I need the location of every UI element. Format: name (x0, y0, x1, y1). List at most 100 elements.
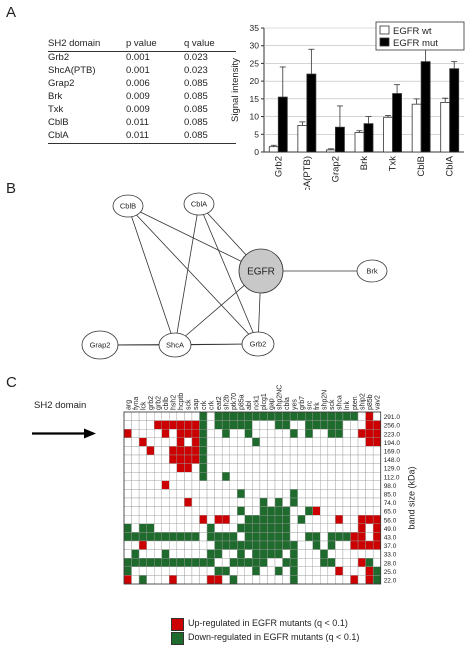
heatmap-cell (244, 446, 253, 456)
heatmap-cell (184, 506, 193, 516)
row-label: 85.0 (384, 492, 397, 499)
heatmap-cell (153, 429, 162, 439)
heatmap-cell (289, 549, 298, 559)
heatmap-cell (372, 420, 381, 430)
table-cell: Brk (48, 91, 63, 102)
heatmap-cell (267, 454, 276, 464)
heatmap-cell (259, 566, 268, 576)
heatmap-cell (169, 506, 178, 516)
column-label: sh2b (223, 395, 230, 410)
heatmap-cell (244, 489, 253, 499)
heatmap-cell (176, 523, 185, 533)
heatmap-cell (229, 575, 238, 585)
heatmap-cell (350, 446, 359, 456)
column-label: ptk70 (231, 393, 238, 410)
heatmap-cell (221, 471, 230, 481)
column-label: pten (352, 396, 359, 410)
legend-swatch-down (171, 632, 184, 645)
heatmap-cell (221, 420, 230, 430)
network-node-grap2 (81, 330, 119, 360)
column-label: lnk (344, 401, 351, 410)
heatmap-cell (350, 540, 359, 550)
table-cell: CblA (48, 130, 126, 144)
heatmap-cell (312, 437, 321, 447)
heatmap-cell (259, 420, 268, 430)
heatmap-cell (259, 437, 268, 447)
heatmap-cell (312, 463, 321, 473)
heatmap-cell (342, 575, 351, 585)
heatmap-cell (342, 437, 351, 447)
heatmap-cell (123, 540, 132, 550)
heatmap-cell (305, 429, 313, 439)
heatmap-cell (335, 471, 344, 481)
heatmap-cell (289, 454, 298, 464)
heatmap-cell (199, 454, 208, 464)
heatmap-cell (320, 532, 329, 542)
bar-mut (420, 61, 431, 153)
heatmap-cell (259, 429, 268, 439)
heatmap-cell (365, 523, 374, 533)
heatmap-cell (244, 514, 253, 524)
heatmap-cell (357, 557, 366, 567)
heatmap-cell (161, 489, 170, 499)
heatmap-cell (274, 566, 283, 576)
heatmap-cell (153, 446, 162, 456)
heatmap-cell (161, 557, 170, 567)
heatmap-cell (244, 429, 253, 439)
heatmap-cell (289, 575, 298, 585)
column-label: grb2 (155, 396, 162, 410)
heatmap-cell (320, 566, 329, 576)
heatmap-cell (297, 566, 306, 576)
row-label: 49.0 (384, 526, 397, 533)
heatmap-cell (259, 540, 268, 550)
heatmap-cell (289, 446, 298, 456)
heatmap-cell (138, 566, 147, 576)
heatmap-cell (237, 489, 246, 499)
heatmap-cell (372, 506, 381, 516)
heatmap-cell (289, 532, 298, 542)
heatmap-cell (153, 420, 162, 430)
heatmap-border (123, 411, 382, 585)
heatmap-cell (244, 557, 253, 567)
heatmap-cell (237, 557, 246, 567)
heatmap-cell (305, 523, 313, 533)
heatmap-cell (365, 540, 374, 550)
heatmap-cell (312, 549, 321, 559)
heatmap-cell (237, 454, 246, 464)
heatmap-cell (357, 497, 366, 507)
heatmap-cell (305, 575, 313, 585)
heatmap-cell (206, 575, 215, 585)
heatmap-cell (244, 506, 253, 516)
heatmap-cell (252, 446, 261, 456)
heatmap-cell (206, 506, 215, 516)
heatmap-cell (184, 549, 193, 559)
heatmap-cell (289, 489, 298, 499)
heatmap-cell (244, 437, 253, 447)
heatmap-cell (289, 506, 298, 516)
heatmap-cell (335, 532, 344, 542)
heatmap-cell (335, 489, 344, 499)
heatmap-cell (123, 523, 132, 533)
heatmap-cell (206, 540, 215, 550)
heatmap-cell (267, 471, 276, 481)
heatmap-cell (365, 480, 374, 490)
signal-intensity-bar-chart: 0 5 10 15 20 25 30 35 Signal intensity Grb2 ShcA(P… (230, 21, 465, 190)
heatmap-cell (206, 463, 215, 473)
heatmap-cell (282, 575, 291, 585)
heatmap-cell (176, 411, 185, 421)
heatmap-cell (146, 506, 155, 516)
heatmap-cell (221, 566, 230, 576)
heatmap-cell (327, 471, 336, 481)
heatmap-cell (146, 446, 155, 456)
heatmap-cell (312, 523, 321, 533)
heatmap-cell (153, 437, 162, 447)
heatmap-cell (153, 532, 162, 542)
column-label: shp2N (322, 390, 329, 410)
heatmap-cell (289, 471, 298, 481)
heatmap-cell (169, 575, 178, 585)
heatmap-cell (237, 506, 246, 516)
table-cell: 0.009 (126, 91, 150, 102)
x-tick-label: ShcA(PTB) (302, 156, 313, 190)
heatmap-cell (214, 471, 223, 481)
heatmap-cell (131, 540, 140, 550)
